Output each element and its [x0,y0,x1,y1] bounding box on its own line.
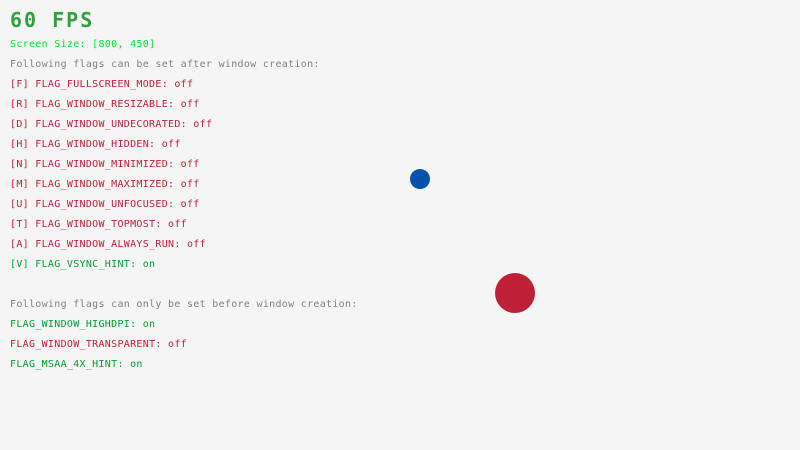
flag-line: FLAG_MSAA_4X_HINT: on [10,360,143,370]
flag-line: [V] FLAG_VSYNC_HINT: on [10,260,155,270]
flag-state: off [180,179,200,190]
flag-line: [F] FLAG_FULLSCREEN_MODE: off [10,80,193,90]
screen-size-text: Screen Size: [800, 450] [10,39,156,50]
flag-label: [F] FLAG_FULLSCREEN_MODE: [10,79,175,90]
flag-state: off [168,219,187,230]
large-red-ball [495,273,535,313]
flag-label: [T] FLAG_WINDOW_TOPMOST: [10,219,169,230]
flag-state: off [180,99,200,110]
flag-state: off [186,239,206,250]
flag-state: on [142,259,156,270]
before-creation-header: Following flags can only be set before w… [10,299,358,310]
flag-label: [M] FLAG_WINDOW_MAXIMIZED: [10,179,181,190]
flag-label: [A] FLAG_WINDOW_ALWAYS_RUN: [10,239,187,250]
flag-line: [T] FLAG_WINDOW_TOPMOST: off [10,220,187,230]
flag-state: off [174,79,194,90]
flag-state: on [142,319,156,330]
flag-state: off [180,159,200,170]
flag-label: [D] FLAG_WINDOW_UNDECORATED: [10,119,194,130]
flag-line: [H] FLAG_WINDOW_HIDDEN: off [10,140,181,150]
flag-line: [N] FLAG_WINDOW_MINIMIZED: off [10,160,200,170]
flag-line: FLAG_WINDOW_TRANSPARENT: off [10,340,187,350]
flag-label: FLAG_WINDOW_TRANSPARENT: [10,339,169,350]
flag-label: [N] FLAG_WINDOW_MINIMIZED: [10,159,181,170]
fps-counter: 60 FPS [10,8,95,32]
flag-state: off [161,139,181,150]
flag-label: [U] FLAG_WINDOW_UNFOCUSED: [10,199,181,210]
flag-label: FLAG_MSAA_4X_HINT: [10,359,131,370]
flag-line: [M] FLAG_WINDOW_MAXIMIZED: off [10,180,200,190]
flag-state: on [130,359,143,370]
flag-label: FLAG_WINDOW_HIGHDPI: [10,319,143,330]
flag-label: [H] FLAG_WINDOW_HIDDEN: [10,139,162,150]
after-creation-header: Following flags can be set after window … [10,59,320,70]
flag-line: FLAG_WINDOW_HIGHDPI: on [10,320,155,330]
flag-state: off [180,199,200,210]
flag-state: off [193,119,213,130]
small-blue-ball [410,169,430,189]
flag-line: [R] FLAG_WINDOW_RESIZABLE: off [10,100,200,110]
flag-line: [D] FLAG_WINDOW_UNDECORATED: off [10,120,212,130]
flag-label: [V] FLAG_VSYNC_HINT: [10,259,143,270]
flag-line: [A] FLAG_WINDOW_ALWAYS_RUN: off [10,240,206,250]
flag-line: [U] FLAG_WINDOW_UNFOCUSED: off [10,200,200,210]
flag-label: [R] FLAG_WINDOW_RESIZABLE: [10,99,181,110]
flag-state: off [168,339,187,350]
